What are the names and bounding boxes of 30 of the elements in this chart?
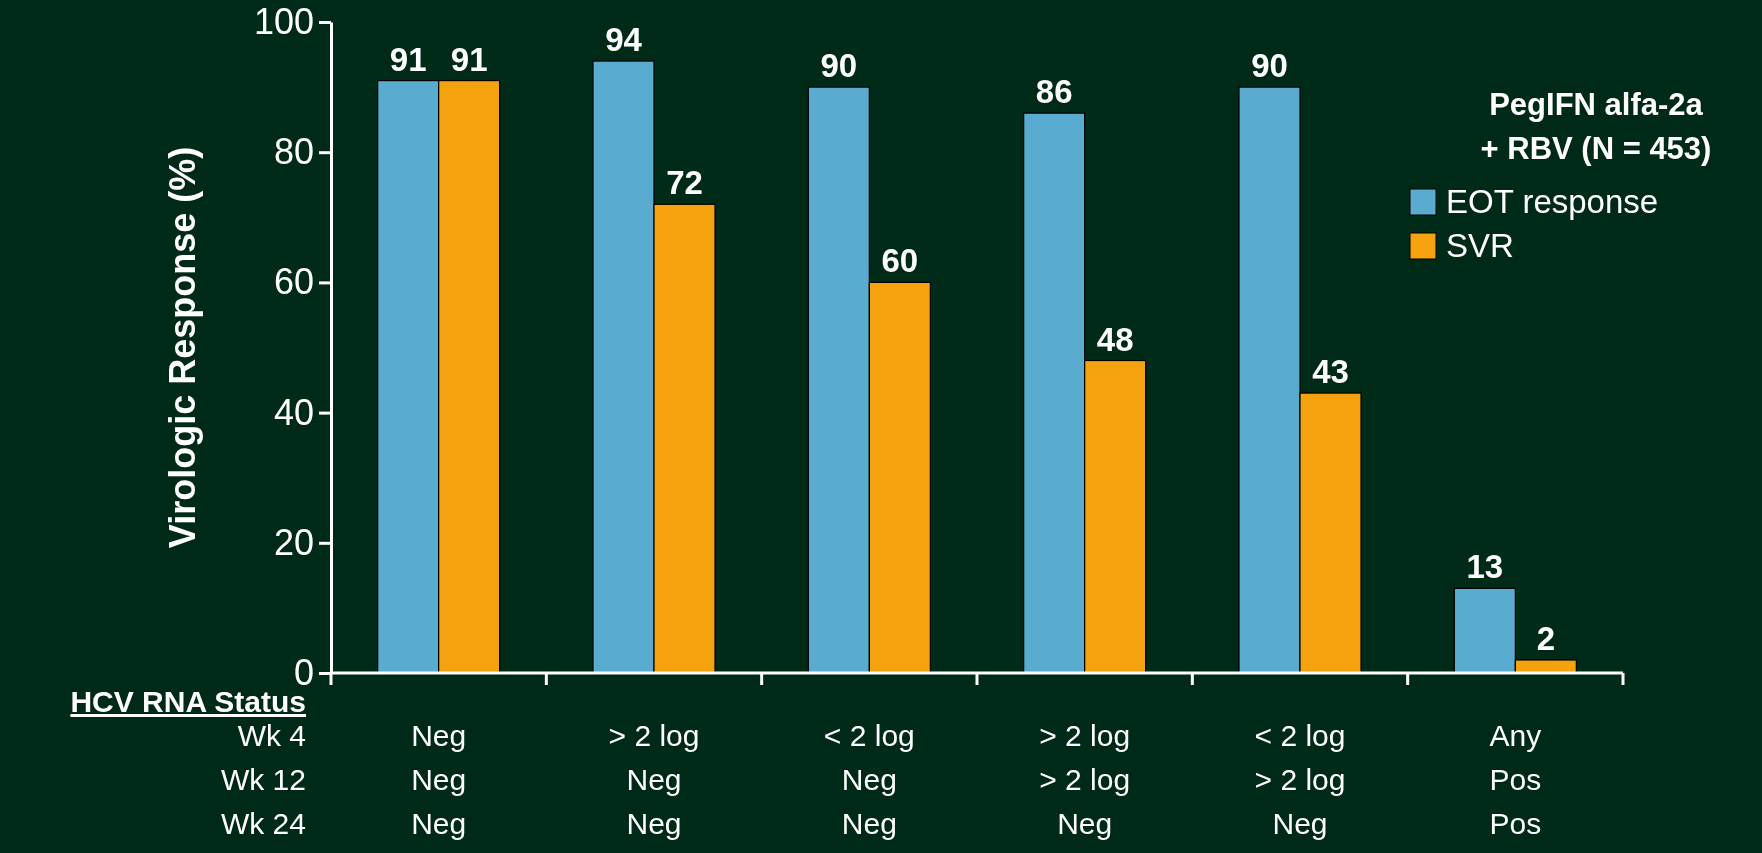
x-tick-label: Neg Neg Neg <box>411 719 467 840</box>
x-tick-label: > 2 log Neg Neg <box>608 719 700 840</box>
data-label: 91 <box>450 40 488 78</box>
y-tick-label: 20 <box>273 521 314 563</box>
x-tick-label: < 2 log > 2 log Neg <box>1254 719 1346 840</box>
data-label: 90 <box>820 47 858 85</box>
data-label: 2 <box>1536 619 1556 657</box>
y-axis-title: Virologic Response (%) <box>162 146 203 549</box>
x-tick-label: < 2 log Neg Neg <box>823 719 915 840</box>
legend-label: SVR <box>1446 227 1514 264</box>
data-label: 90 <box>1251 47 1288 85</box>
data-label: 43 <box>1312 353 1349 391</box>
data-label: 48 <box>1096 320 1134 358</box>
y-tick-label: 40 <box>273 391 314 433</box>
data-label: 91 <box>389 40 427 78</box>
data-label: 60 <box>881 242 919 280</box>
y-tick-label: 60 <box>273 261 314 303</box>
y-tick-label: 80 <box>273 131 314 173</box>
legend-label: EOT response <box>1446 183 1659 220</box>
data-label: 94 <box>605 21 643 59</box>
data-label: 86 <box>1035 73 1073 111</box>
y-tick-label: 100 <box>253 1 314 43</box>
text: Wk 4 <box>237 719 306 752</box>
data-label: 72 <box>666 164 703 202</box>
x-tick-label: Any Pos Pos <box>1489 719 1542 840</box>
x-tick-label: > 2 log > 2 log Neg <box>1039 719 1131 840</box>
text: Wk 24 <box>220 807 306 840</box>
data-label: 13 <box>1466 548 1504 586</box>
text: Wk 12 <box>220 763 306 796</box>
legend-title: PegIFN alfa-2a + RBV (N = 453) <box>1480 87 1712 166</box>
